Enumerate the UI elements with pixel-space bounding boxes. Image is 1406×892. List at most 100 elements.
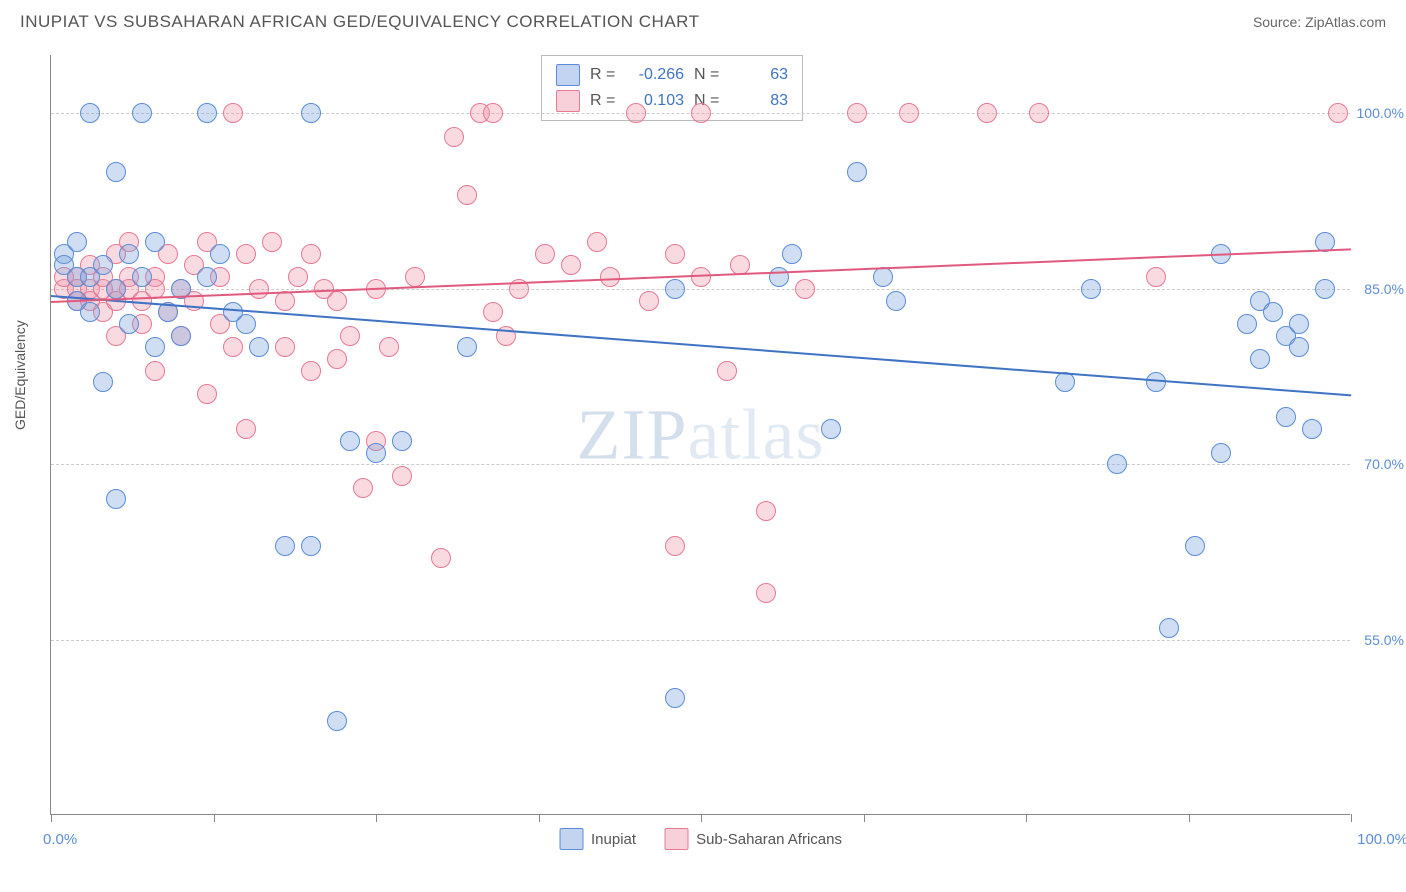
swatch-blue-icon — [556, 64, 580, 86]
scatter-point-blue — [106, 162, 126, 182]
scatter-point-blue — [782, 244, 802, 264]
scatter-point-pink — [392, 466, 412, 486]
stats-legend-box: R = -0.266 N = 63 R = 0.103 N = 83 — [541, 55, 803, 121]
scatter-point-pink — [275, 337, 295, 357]
gridline — [51, 640, 1350, 641]
scatter-point-blue — [1263, 302, 1283, 322]
scatter-point-pink — [483, 302, 503, 322]
legend-label-blue: Inupiat — [591, 831, 636, 848]
scatter-point-blue — [886, 291, 906, 311]
scatter-point-blue — [275, 536, 295, 556]
scatter-point-blue — [119, 244, 139, 264]
y-tick-label: 85.0% — [1364, 281, 1404, 297]
scatter-point-pink — [899, 103, 919, 123]
gridline — [51, 464, 1350, 465]
scatter-point-pink — [691, 267, 711, 287]
scatter-point-blue — [1289, 337, 1309, 357]
scatter-point-blue — [93, 372, 113, 392]
scatter-point-blue — [1250, 349, 1270, 369]
scatter-point-blue — [119, 314, 139, 334]
stat-r-label: R = — [590, 66, 618, 84]
scatter-point-pink — [444, 127, 464, 147]
scatter-point-blue — [106, 279, 126, 299]
scatter-point-blue — [80, 103, 100, 123]
scatter-point-blue — [665, 279, 685, 299]
scatter-point-blue — [210, 244, 230, 264]
scatter-point-pink — [223, 103, 243, 123]
swatch-pink-icon — [556, 90, 580, 112]
scatter-point-pink — [1328, 103, 1348, 123]
scatter-point-blue — [1315, 279, 1335, 299]
stat-n-label: N = — [694, 66, 722, 84]
x-tick — [1189, 814, 1190, 822]
stat-r-label: R = — [590, 92, 618, 110]
scatter-point-blue — [197, 267, 217, 287]
stats-row-blue: R = -0.266 N = 63 — [556, 62, 788, 88]
scatter-point-pink — [665, 536, 685, 556]
scatter-point-pink — [691, 103, 711, 123]
watermark-atlas: atlas — [688, 394, 825, 474]
scatter-point-pink — [1029, 103, 1049, 123]
scatter-point-blue — [769, 267, 789, 287]
scatter-point-pink — [483, 103, 503, 123]
x-tick — [701, 814, 702, 822]
chart-source: Source: ZipAtlas.com — [1253, 14, 1386, 30]
scatter-point-pink — [795, 279, 815, 299]
scatter-point-blue — [132, 267, 152, 287]
bottom-legend: Inupiat Sub-Saharan Africans — [559, 828, 842, 850]
scatter-point-blue — [1276, 407, 1296, 427]
x-tick — [214, 814, 215, 822]
scatter-point-blue — [171, 326, 191, 346]
scatter-point-pink — [756, 501, 776, 521]
scatter-point-pink — [236, 419, 256, 439]
stat-r-blue: -0.266 — [628, 66, 684, 84]
x-tick — [51, 814, 52, 822]
chart-title: INUPIAT VS SUBSAHARAN AFRICAN GED/EQUIVA… — [20, 12, 700, 32]
scatter-point-blue — [340, 431, 360, 451]
scatter-point-blue — [366, 443, 386, 463]
scatter-point-blue — [145, 337, 165, 357]
legend-swatch-pink-icon — [664, 828, 688, 850]
scatter-point-pink — [405, 267, 425, 287]
scatter-point-pink — [301, 361, 321, 381]
x-axis-min-label: 0.0% — [43, 831, 77, 848]
scatter-point-blue — [80, 302, 100, 322]
scatter-point-pink — [288, 267, 308, 287]
scatter-point-pink — [626, 103, 646, 123]
scatter-point-pink — [756, 583, 776, 603]
x-axis-max-label: 100.0% — [1357, 831, 1406, 848]
watermark-zip: ZIP — [577, 394, 688, 474]
scatter-point-blue — [249, 337, 269, 357]
scatter-point-pink — [561, 255, 581, 275]
x-tick — [1026, 814, 1027, 822]
scatter-point-pink — [431, 548, 451, 568]
scatter-point-blue — [93, 255, 113, 275]
scatter-point-pink — [340, 326, 360, 346]
legend-label-pink: Sub-Saharan Africans — [696, 831, 842, 848]
y-tick-label: 55.0% — [1364, 632, 1404, 648]
chart-header: INUPIAT VS SUBSAHARAN AFRICAN GED/EQUIVA… — [0, 0, 1406, 40]
scatter-point-pink — [145, 361, 165, 381]
scatter-point-blue — [67, 232, 87, 252]
scatter-point-pink — [197, 384, 217, 404]
scatter-point-blue — [301, 103, 321, 123]
chart-plot-area: ZIPatlas R = -0.266 N = 63 R = 0.103 N =… — [50, 55, 1350, 815]
scatter-point-blue — [1055, 372, 1075, 392]
scatter-point-blue — [145, 232, 165, 252]
legend-item-blue: Inupiat — [559, 828, 636, 850]
y-axis-label: GED/Equivalency — [12, 320, 28, 430]
scatter-point-pink — [301, 244, 321, 264]
scatter-point-pink — [977, 103, 997, 123]
scatter-point-pink — [1146, 267, 1166, 287]
legend-item-pink: Sub-Saharan Africans — [664, 828, 842, 850]
scatter-point-pink — [353, 478, 373, 498]
scatter-point-blue — [236, 314, 256, 334]
stats-row-pink: R = 0.103 N = 83 — [556, 88, 788, 114]
stat-n-pink: 83 — [732, 92, 788, 110]
scatter-point-blue — [821, 419, 841, 439]
trend-line-blue — [51, 295, 1351, 396]
y-tick-label: 70.0% — [1364, 456, 1404, 472]
scatter-point-blue — [1081, 279, 1101, 299]
scatter-point-pink — [535, 244, 555, 264]
x-tick — [539, 814, 540, 822]
